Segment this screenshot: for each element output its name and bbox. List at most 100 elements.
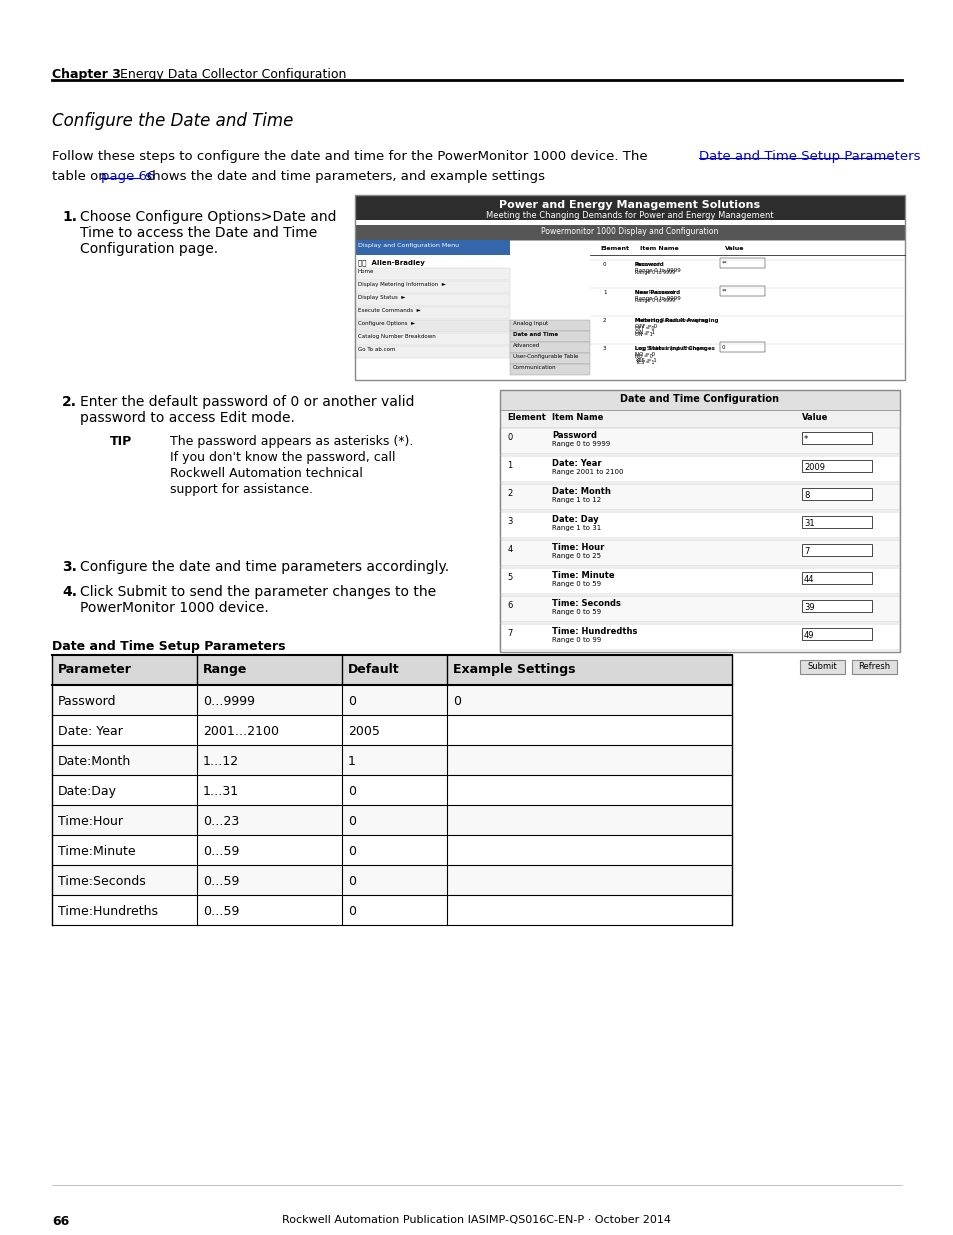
Text: Default: Default: [348, 663, 399, 676]
Text: 2.: 2.: [62, 395, 77, 409]
Bar: [355, 240, 510, 254]
Bar: [510, 331, 589, 342]
Text: Date and Time Configuration: Date and Time Configuration: [619, 394, 779, 404]
Bar: [851, 659, 896, 674]
Text: 66: 66: [52, 1215, 70, 1228]
Bar: [801, 543, 871, 556]
Text: Element: Element: [599, 246, 628, 251]
Bar: [720, 258, 764, 268]
Text: Home: Home: [357, 269, 374, 274]
Text: Power and Energy Management Solutions: Power and Energy Management Solutions: [499, 200, 760, 210]
Text: table on: table on: [52, 170, 111, 183]
Bar: [355, 195, 904, 380]
Text: support for assistance.: support for assistance.: [170, 483, 313, 496]
Text: 31: 31: [803, 519, 814, 529]
Text: Range 0 to 59: Range 0 to 59: [552, 580, 600, 587]
Bar: [499, 597, 899, 622]
Text: 0: 0: [507, 433, 512, 442]
Text: 1.: 1.: [62, 210, 77, 224]
Bar: [510, 342, 589, 353]
Bar: [499, 484, 899, 510]
Text: Display Metering Information  ►: Display Metering Information ►: [357, 282, 446, 287]
Text: Configure Options  ►: Configure Options ►: [357, 321, 415, 326]
Text: Display and Configuration Menu: Display and Configuration Menu: [357, 243, 458, 248]
Text: 0: 0: [602, 262, 606, 267]
Text: If you don't know the password, call: If you don't know the password, call: [170, 451, 395, 464]
Text: Metering Result Averaging
OFF = 0
ON = 1: Metering Result Averaging OFF = 0 ON = 1: [635, 317, 706, 335]
Text: Parameter: Parameter: [58, 663, 132, 676]
Text: Range 0 to 25: Range 0 to 25: [552, 553, 600, 559]
Text: 0: 0: [348, 876, 355, 888]
Bar: [355, 195, 904, 220]
Text: 1…12: 1…12: [203, 755, 239, 768]
Text: Date: Month: Date: Month: [552, 487, 610, 496]
Text: Time to access the Date and Time: Time to access the Date and Time: [80, 226, 317, 240]
Text: Rockwell Automation technical: Rockwell Automation technical: [170, 467, 362, 480]
Text: Time: Hundredths: Time: Hundredths: [552, 627, 637, 636]
Text: Date:Month: Date:Month: [58, 755, 132, 768]
Bar: [801, 629, 871, 640]
Text: OFF = 0
ON = 1: OFF = 0 ON = 1: [635, 326, 654, 337]
Text: Date and Time Setup Parameters: Date and Time Setup Parameters: [52, 640, 285, 653]
Bar: [499, 540, 899, 566]
Bar: [499, 568, 899, 594]
Text: Configure the date and time parameters accordingly.: Configure the date and time parameters a…: [80, 559, 449, 574]
Text: Example Settings: Example Settings: [453, 663, 575, 676]
Text: Element: Element: [506, 412, 545, 422]
Text: 0…9999: 0…9999: [203, 695, 254, 708]
Bar: [499, 390, 899, 652]
Bar: [355, 268, 510, 280]
Bar: [355, 346, 510, 358]
Text: Powermonitor 1000 Display and Configuration: Powermonitor 1000 Display and Configurat…: [540, 227, 718, 236]
Text: 0: 0: [348, 815, 355, 827]
Bar: [801, 432, 871, 445]
Text: Password: Password: [552, 431, 597, 440]
Text: 0: 0: [348, 905, 355, 918]
Text: Time:Seconds: Time:Seconds: [58, 876, 146, 888]
Text: 4: 4: [507, 545, 512, 555]
Text: New Password
Range 0 to 9999: New Password Range 0 to 9999: [635, 290, 680, 301]
Text: **: **: [721, 261, 727, 266]
Text: Range 0 to 59: Range 0 to 59: [552, 609, 600, 615]
Text: *: *: [803, 435, 807, 445]
Text: Configuration page.: Configuration page.: [80, 242, 218, 256]
Text: 7: 7: [507, 629, 512, 638]
Text: Metering Result Averaging: Metering Result Averaging: [635, 317, 718, 324]
Text: TIP: TIP: [110, 435, 132, 448]
Text: Range 0 to 9999: Range 0 to 9999: [635, 270, 675, 275]
Text: Range 2001 to 2100: Range 2001 to 2100: [552, 469, 623, 475]
Text: Password: Password: [635, 262, 664, 267]
Text: Range: Range: [203, 663, 247, 676]
Bar: [510, 353, 589, 364]
Text: Time: Minute: Time: Minute: [552, 571, 614, 580]
Bar: [52, 745, 731, 776]
Text: 2005: 2005: [348, 725, 379, 739]
Bar: [52, 776, 731, 805]
Text: Time:Minute: Time:Minute: [58, 845, 135, 858]
Bar: [355, 294, 510, 306]
Bar: [355, 225, 904, 240]
Text: Time:Hour: Time:Hour: [58, 815, 123, 827]
Bar: [510, 364, 589, 375]
Bar: [801, 516, 871, 529]
Text: password to access Edit mode.: password to access Edit mode.: [80, 411, 294, 425]
Bar: [499, 624, 899, 650]
Text: Display Status  ►: Display Status ►: [357, 295, 405, 300]
Bar: [52, 655, 731, 685]
Text: 3.: 3.: [62, 559, 77, 574]
Text: 4.: 4.: [62, 585, 77, 599]
Text: 0: 0: [721, 345, 724, 350]
Text: 3: 3: [602, 346, 606, 351]
Bar: [510, 320, 589, 331]
Text: Time:Hundreths: Time:Hundreths: [58, 905, 158, 918]
Text: Password
Range 0 to 9999: Password Range 0 to 9999: [635, 262, 680, 273]
Text: Range 0 to 99: Range 0 to 99: [552, 637, 600, 643]
Bar: [355, 240, 904, 380]
Bar: [355, 282, 510, 293]
Text: 0…23: 0…23: [203, 815, 239, 827]
Bar: [52, 685, 731, 715]
Text: 8: 8: [803, 492, 808, 500]
Text: Item Name: Item Name: [639, 246, 678, 251]
Text: Refresh: Refresh: [857, 662, 889, 671]
Text: The password appears as asterisks (*).: The password appears as asterisks (*).: [170, 435, 413, 448]
